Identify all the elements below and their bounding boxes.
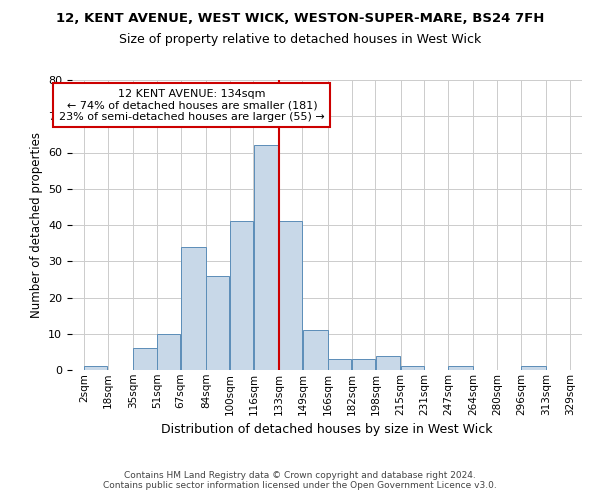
Text: Size of property relative to detached houses in West Wick: Size of property relative to detached ho… [119,32,481,46]
Bar [448,366,473,370]
Bar [206,276,229,370]
Bar [328,359,352,370]
Y-axis label: Number of detached properties: Number of detached properties [29,132,43,318]
Bar [279,222,302,370]
Bar [181,246,206,370]
Bar [376,356,400,370]
Bar [230,222,253,370]
Bar [352,359,375,370]
Text: Contains HM Land Registry data © Crown copyright and database right 2024.
Contai: Contains HM Land Registry data © Crown c… [103,470,497,490]
X-axis label: Distribution of detached houses by size in West Wick: Distribution of detached houses by size … [161,423,493,436]
Bar [401,366,424,370]
Bar [302,330,328,370]
Bar [133,348,157,370]
Bar [254,145,278,370]
Text: 12, KENT AVENUE, WEST WICK, WESTON-SUPER-MARE, BS24 7FH: 12, KENT AVENUE, WEST WICK, WESTON-SUPER… [56,12,544,26]
Bar [521,366,546,370]
Bar [157,334,181,370]
Text: 12 KENT AVENUE: 134sqm
← 74% of detached houses are smaller (181)
23% of semi-de: 12 KENT AVENUE: 134sqm ← 74% of detached… [59,88,325,122]
Bar [84,366,107,370]
